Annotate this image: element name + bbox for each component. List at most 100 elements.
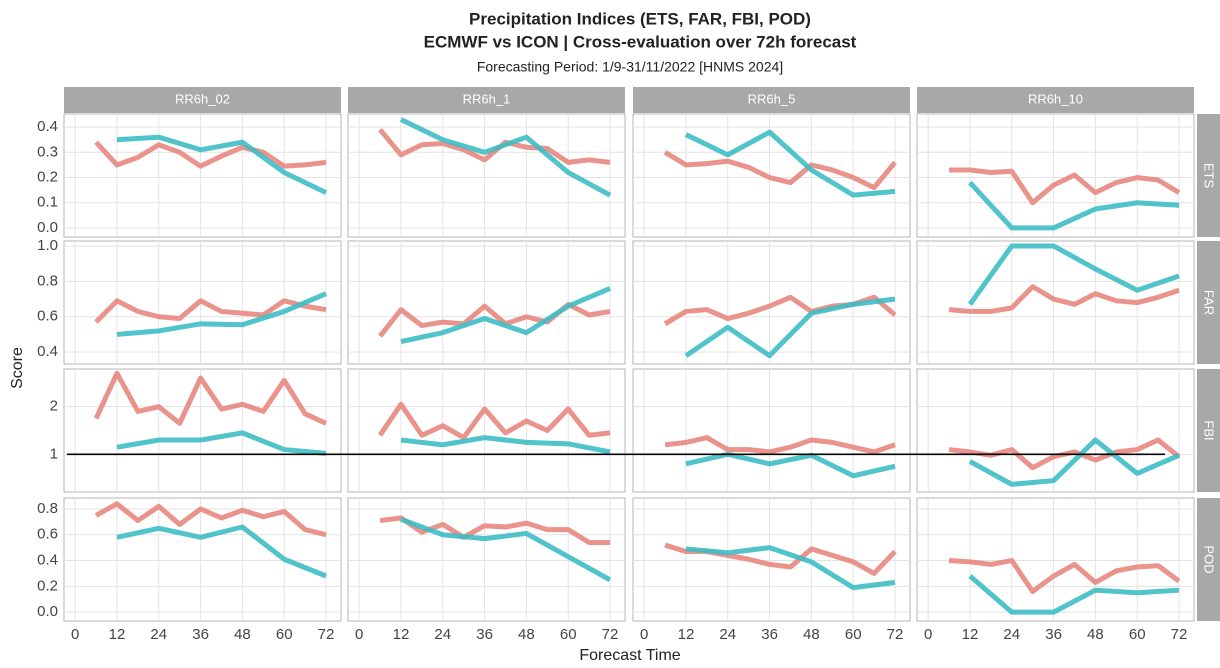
chart-title: ECMWF vs ICON | Cross-evaluation over 72… <box>424 32 857 51</box>
y-tick-label: 0.0 <box>37 219 58 236</box>
series-line <box>685 545 896 591</box>
x-tick-label: 72 <box>318 626 335 643</box>
strip-label: FAR <box>1202 290 1217 315</box>
series-line <box>663 150 897 191</box>
series-line <box>116 524 327 579</box>
panel <box>63 113 342 238</box>
series-line <box>116 430 327 456</box>
x-tick-label: 0 <box>71 626 79 643</box>
x-tick-label: 12 <box>678 626 695 643</box>
x-tick-label: 12 <box>393 626 410 643</box>
strip-label: POD <box>1202 545 1217 573</box>
series-line <box>967 243 1180 306</box>
strip <box>1197 241 1220 364</box>
series-line <box>948 284 1180 314</box>
panel <box>916 368 1195 493</box>
x-tick-label: 12 <box>962 626 979 643</box>
panel <box>916 113 1195 238</box>
y-tick-label: 0.8 <box>37 500 58 517</box>
series-line <box>968 437 1181 487</box>
strip <box>1197 498 1220 621</box>
strip <box>64 87 341 113</box>
series-line <box>949 167 1181 206</box>
x-tick-label: 72 <box>602 626 619 643</box>
series-line <box>968 180 1180 231</box>
y-tick-label: 0.1 <box>37 194 58 211</box>
x-tick-label: 24 <box>150 626 167 643</box>
x-tick-label: 60 <box>560 626 577 643</box>
x-tick-label: 0 <box>355 626 363 643</box>
series-line <box>400 286 611 344</box>
y-tick-label: 0.4 <box>37 118 58 135</box>
strip-label: RR6h_1 <box>463 91 511 106</box>
strip-label: RR6h_10 <box>1028 91 1083 106</box>
y-tick-label: 0.3 <box>37 143 58 160</box>
y-tick-label: 1.0 <box>37 237 58 254</box>
series-line <box>664 435 896 455</box>
y-tick-label: 0.2 <box>37 168 58 185</box>
series-line <box>948 558 1181 594</box>
series-line <box>685 451 896 479</box>
panel <box>347 368 626 493</box>
y-axis-label: Score <box>9 347 26 389</box>
x-tick-label: 48 <box>803 626 820 643</box>
x-tick-label: 60 <box>276 626 293 643</box>
y-tick-label: 0.6 <box>37 308 58 325</box>
x-tick-label: 48 <box>234 626 251 643</box>
chart-subtitle: Forecasting Period: 1/9-31/11/2022 [HNMS… <box>477 59 783 75</box>
chart-title: Precipitation Indices (ETS, FAR, FBI, PO… <box>469 9 811 28</box>
x-tick-label: 36 <box>761 626 778 643</box>
x-tick-label: 36 <box>192 626 209 643</box>
x-tick-label: 60 <box>1129 626 1146 643</box>
series-line <box>684 296 896 359</box>
y-tick-label: 0.4 <box>37 552 58 569</box>
x-tick-label: 0 <box>640 626 648 643</box>
x-tick-label: 48 <box>518 626 535 643</box>
series-line <box>116 291 327 337</box>
strip <box>348 87 625 113</box>
series-line <box>400 435 611 455</box>
x-tick-label: 24 <box>719 626 736 643</box>
x-axis-label: Forecast Time <box>579 647 680 664</box>
series-line <box>116 134 328 195</box>
strip <box>917 87 1194 113</box>
series-line <box>377 401 611 441</box>
y-tick-label: 0.4 <box>37 343 58 360</box>
series-line <box>379 515 611 545</box>
y-tick-label: 1 <box>50 445 58 462</box>
panel <box>347 240 626 365</box>
strip <box>1197 114 1220 237</box>
y-tick-label: 2 <box>50 398 58 415</box>
x-tick-label: 36 <box>476 626 493 643</box>
panel <box>347 497 626 622</box>
x-tick-label: 48 <box>1087 626 1104 643</box>
series-line <box>94 501 327 538</box>
series-line <box>684 129 896 198</box>
panel <box>63 497 342 622</box>
strip <box>1197 369 1220 492</box>
series-line <box>968 574 1180 615</box>
strip-label: ETS <box>1202 163 1217 189</box>
y-tick-label: 0.6 <box>37 526 58 543</box>
series-line <box>400 516 612 583</box>
series-line <box>93 370 328 426</box>
x-tick-label: 0 <box>924 626 932 643</box>
panel <box>632 497 911 622</box>
series-line <box>399 117 612 198</box>
strip-label: RR6h_02 <box>175 91 230 106</box>
panel <box>916 240 1195 365</box>
x-tick-label: 12 <box>109 626 126 643</box>
y-tick-label: 0.0 <box>37 603 58 620</box>
x-tick-label: 36 <box>1045 626 1062 643</box>
x-tick-label: 72 <box>887 626 904 643</box>
y-tick-label: 0.8 <box>37 272 58 289</box>
strip-label: FBI <box>1202 420 1217 440</box>
x-tick-label: 24 <box>1003 626 1020 643</box>
x-tick-label: 60 <box>845 626 862 643</box>
panel <box>347 113 626 238</box>
strip-label: RR6h_5 <box>748 91 796 106</box>
panel <box>63 368 342 493</box>
y-tick-label: 0.2 <box>37 577 58 594</box>
x-tick-label: 72 <box>1171 626 1188 643</box>
